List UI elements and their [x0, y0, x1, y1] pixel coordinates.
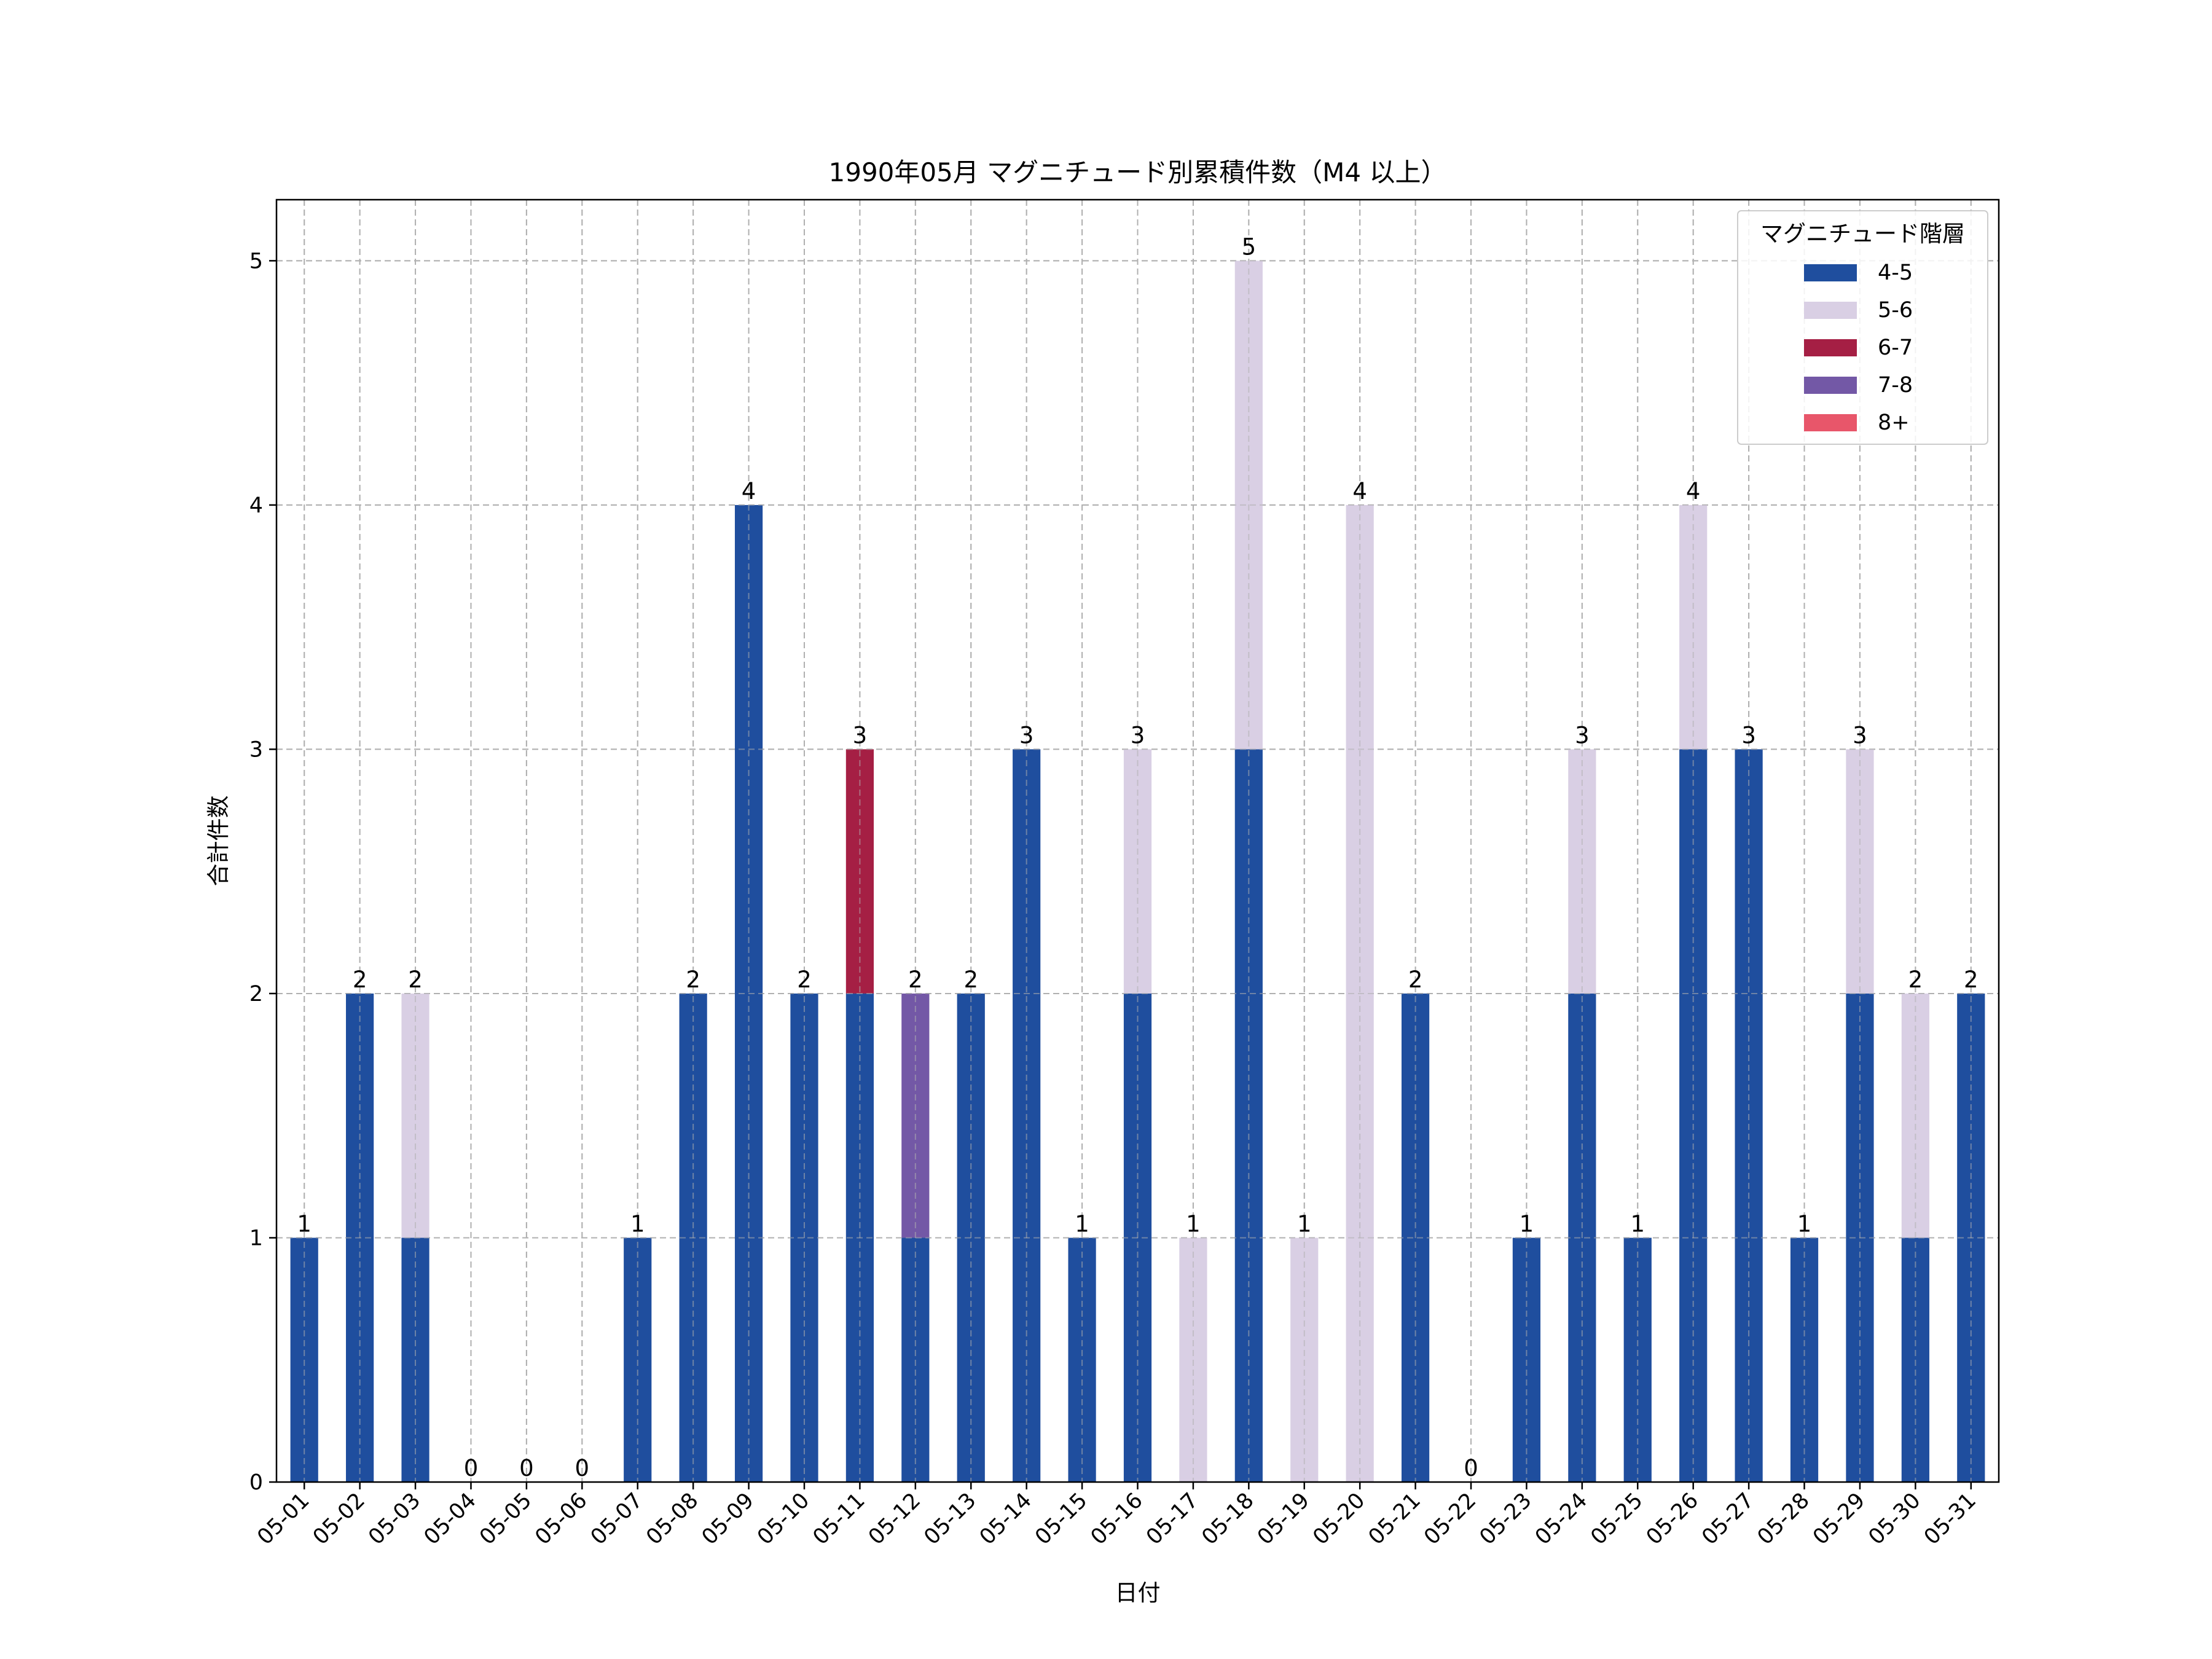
- bar-total-label: 0: [1464, 1455, 1478, 1481]
- y-axis-label: 合計件数: [205, 796, 232, 887]
- y-axis-ticks: 0 1 2 3 4 5: [249, 249, 276, 1495]
- legend-label: 6-7: [1878, 335, 1913, 360]
- bar-total-label: 3: [1131, 722, 1145, 748]
- bar-total-label: 3: [1741, 722, 1756, 748]
- bar-total-label: 2: [797, 967, 812, 993]
- y-tick-label: 5: [249, 249, 263, 273]
- bar-total-label: 3: [1853, 722, 1867, 748]
- legend-swatch: [1804, 414, 1857, 431]
- bar-total-label: 2: [908, 967, 923, 993]
- bar-total-label: 2: [353, 967, 367, 993]
- bar-total-label: 3: [853, 722, 868, 748]
- y-tick-label: 4: [249, 493, 263, 518]
- legend-title: マグニチュード階層: [1760, 221, 1965, 247]
- bar-total-label: 1: [1631, 1210, 1645, 1237]
- legend-items: 4-5 5-6 6-7 7-8 8+: [1804, 261, 1913, 435]
- bar-total-label: 0: [464, 1455, 479, 1481]
- bar-total-labels: 1 2 2 0 0 0 1 2 4 2 3 2 2 3 1 3 1 5 1 4 2 0 1 3 1 4 3 1 3 2 2: [297, 233, 1978, 1481]
- y-tick-label: 2: [249, 982, 263, 1006]
- legend-label: 7-8: [1878, 373, 1913, 398]
- bar-total-label: 4: [742, 478, 756, 504]
- grid-lines-overlay: [276, 200, 1999, 1483]
- bar-total-label: 1: [630, 1210, 645, 1237]
- bar-total-label: 1: [297, 1210, 312, 1237]
- chart-title: 1990年05月 マグニチュード別累積件数（M4 以上）: [829, 157, 1447, 187]
- legend-label: 5-6: [1878, 298, 1913, 323]
- bar-total-label: 1: [1075, 1210, 1089, 1237]
- bar-total-label: 0: [575, 1455, 590, 1481]
- bar-total-label: 1: [1297, 1210, 1312, 1237]
- legend-swatch: [1804, 264, 1857, 281]
- bar-total-label: 3: [1019, 722, 1034, 748]
- bar-total-label: 2: [408, 967, 423, 993]
- legend: マグニチュード階層 4-5 5-6 6-7 7-8 8+: [1737, 210, 1988, 445]
- bar-total-label: 1: [1797, 1210, 1812, 1237]
- legend-swatch: [1804, 339, 1857, 356]
- bar-total-label: 2: [1408, 967, 1423, 993]
- legend-label: 8+: [1878, 410, 1910, 435]
- bar-total-label: 4: [1352, 478, 1367, 504]
- legend-swatch: [1804, 302, 1857, 319]
- y-tick-label: 0: [249, 1470, 263, 1495]
- x-axis-label: 日付: [1115, 1580, 1161, 1606]
- bar-total-label: 2: [1964, 967, 1979, 993]
- bar-total-label: 4: [1686, 478, 1701, 504]
- legend-label: 4-5: [1878, 261, 1913, 285]
- bar-total-label: 0: [519, 1455, 534, 1481]
- bar-total-label: 1: [1186, 1210, 1201, 1237]
- bar-total-label: 5: [1242, 233, 1257, 260]
- legend-swatch: [1804, 377, 1857, 394]
- bar-total-label: 2: [1908, 967, 1923, 993]
- y-tick-label: 1: [249, 1226, 263, 1250]
- bar-total-label: 2: [963, 967, 978, 993]
- bar-total-label: 2: [686, 967, 700, 993]
- bar-total-label: 3: [1575, 722, 1590, 748]
- y-tick-label: 3: [249, 737, 263, 762]
- legend-box: [1737, 210, 1988, 445]
- bar-total-label: 1: [1520, 1210, 1534, 1237]
